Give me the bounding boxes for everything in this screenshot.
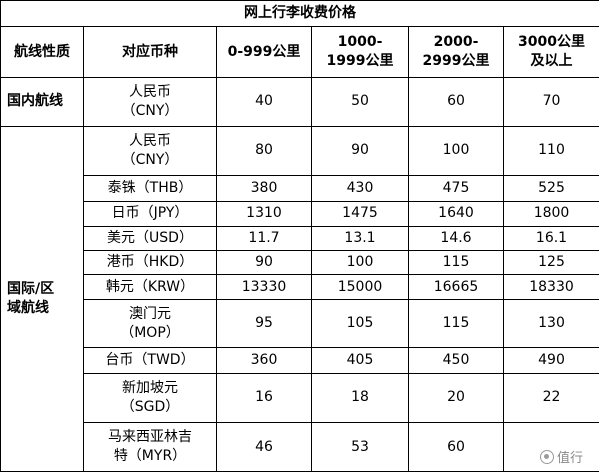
fee-cell: 11.7 (216, 225, 312, 252)
currency-cell: 人民币 （CNY） (83, 125, 217, 177)
fee-cell: 115 (408, 250, 504, 276)
table-row: 港币（HKD） 90 100 115 125 (1, 250, 599, 276)
fee-cell: 13330 (216, 274, 312, 300)
table-row: 国内航线 人民币 （CNY） 40 50 60 70 (0, 76, 599, 127)
table-row: 马来西亚林吉 特（MYR） 46 53 60 (1, 422, 599, 472)
fee-cell: 18330 (502, 274, 599, 300)
fee-cell: 16.1 (502, 225, 599, 252)
currency-cell: 马来西亚林吉 特（MYR） (83, 422, 217, 472)
fee-cell (502, 422, 599, 472)
fee-cell: 46 (216, 422, 312, 472)
fee-cell: 14.6 (408, 225, 504, 252)
header-distance-2000-2999: 2000- 2999公里 (408, 26, 504, 78)
fee-cell: 450 (408, 347, 504, 374)
watermark: 值行 (539, 447, 583, 466)
header-route-type: 航线性质 (0, 26, 84, 78)
fee-cell: 22 (502, 372, 599, 424)
fee-cell: 40 (216, 76, 312, 127)
fee-cell: 90 (216, 250, 312, 276)
fee-cell: 70 (502, 76, 599, 127)
fee-cell: 360 (216, 347, 312, 374)
circle-logo-icon (539, 449, 554, 464)
fee-cell: 53 (311, 422, 409, 472)
fee-cell: 525 (502, 175, 599, 202)
currency-cell: 泰铢（THB） (83, 175, 217, 202)
fee-cell: 380 (216, 175, 312, 202)
header-currency: 对应币种 (83, 26, 217, 78)
table-row: 泰铢（THB） 380 430 475 525 (1, 175, 599, 202)
currency-cell: 人民币 （CNY） (83, 76, 217, 127)
currency-cell: 韩元（KRW） (83, 274, 217, 300)
fee-cell: 100 (311, 250, 409, 276)
fee-cell: 100 (408, 125, 504, 177)
table-row: 台币（TWD） 360 405 450 490 (1, 347, 599, 374)
fee-cell: 18 (311, 372, 409, 424)
fee-cell: 1640 (408, 200, 504, 227)
fee-cell: 1800 (502, 200, 599, 227)
table-row: 国际/区 域航线 人民币 （CNY） 80 90 100 110 (0, 125, 599, 472)
currency-cell: 澳门元 （MOP） (83, 298, 217, 349)
fee-cell: 430 (311, 175, 409, 202)
table-row: 日币（JPY） 1310 1475 1640 1800 (1, 200, 599, 227)
route-type-domestic: 国内航线 (0, 76, 84, 127)
title-row: 网上行李收费价格 (0, 0, 599, 28)
fee-cell: 110 (502, 125, 599, 177)
fee-cell: 475 (408, 175, 504, 202)
fee-cell: 50 (311, 76, 409, 127)
fee-cell: 80 (216, 125, 312, 177)
currency-cell: 港币（HKD） (83, 250, 217, 276)
fee-cell: 60 (408, 422, 504, 472)
currency-cell: 美元（USD） (83, 225, 217, 252)
header-distance-0-999: 0-999公里 (216, 26, 312, 78)
fee-cell: 490 (502, 347, 599, 374)
fee-cell: 20 (408, 372, 504, 424)
fee-cell: 125 (502, 250, 599, 276)
table-row: 美元（USD） 11.7 13.1 14.6 16.1 (1, 225, 599, 252)
fee-cell: 95 (216, 298, 312, 349)
table-row: 澳门元 （MOP） 95 105 115 130 (1, 298, 599, 349)
table-title: 网上行李收费价格 (0, 0, 599, 28)
currency-cell: 台币（TWD） (83, 347, 217, 374)
fee-cell: 1310 (216, 200, 312, 227)
currency-cell: 日币（JPY） (83, 200, 217, 227)
fee-cell: 405 (311, 347, 409, 374)
header-row: 航线性质 对应币种 0-999公里 1000- 1999公里 2000- 299… (0, 26, 599, 78)
watermark-text: 值行 (556, 451, 583, 466)
fee-cell: 1475 (311, 200, 409, 227)
table-row: 韩元（KRW） 13330 15000 16665 18330 (1, 274, 599, 300)
fee-cell: 15000 (311, 274, 409, 300)
fee-cell: 13.1 (311, 225, 409, 252)
table-row: 新加坡元 （SGD） 16 18 20 22 (1, 372, 599, 424)
fee-cell: 115 (408, 298, 504, 349)
fee-cell: 60 (408, 76, 504, 127)
fee-cell: 16 (216, 372, 312, 424)
fee-cell: 130 (502, 298, 599, 349)
fee-cell: 16665 (408, 274, 504, 300)
currency-cell: 新加坡元 （SGD） (83, 372, 217, 424)
fee-cell: 105 (311, 298, 409, 349)
fee-cell: 90 (311, 125, 409, 177)
header-distance-3000-plus: 3000公里 及以上 (502, 26, 599, 78)
header-distance-1000-1999: 1000- 1999公里 (311, 26, 409, 78)
route-type-international: 国际/区 域航线 (0, 125, 84, 472)
